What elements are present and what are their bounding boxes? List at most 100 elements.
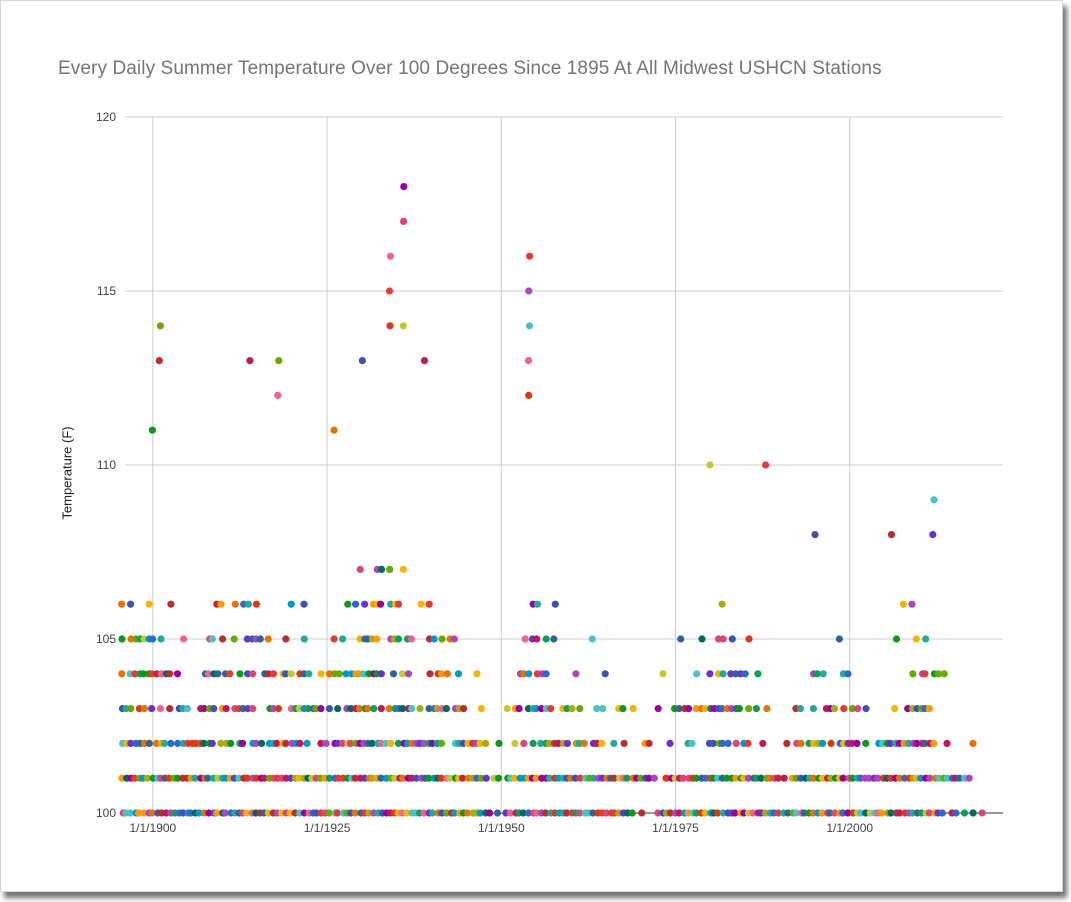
data-point	[217, 600, 225, 608]
data-point	[368, 739, 376, 748]
data-point	[762, 461, 770, 469]
data-point	[774, 809, 782, 817]
data-point	[149, 635, 157, 643]
data-point	[140, 635, 148, 643]
data-point	[333, 809, 341, 817]
data-point	[140, 809, 148, 817]
data-point	[344, 600, 352, 608]
data-point	[629, 705, 637, 713]
data-point	[563, 739, 572, 748]
data-point	[731, 809, 739, 817]
data-point	[389, 670, 398, 678]
data-point	[515, 705, 523, 713]
data-point	[891, 705, 899, 713]
data-point	[394, 635, 403, 643]
data-point	[258, 739, 266, 748]
data-point	[853, 739, 861, 748]
y-tick-label: 110	[97, 458, 116, 472]
data-point	[420, 809, 428, 817]
data-point	[400, 183, 408, 191]
data-point	[848, 705, 856, 713]
data-point	[638, 809, 646, 817]
data-point	[719, 635, 727, 643]
data-point	[412, 774, 420, 782]
data-point	[744, 739, 752, 748]
data-point	[525, 287, 533, 295]
data-point	[385, 287, 394, 295]
data-point	[819, 670, 827, 678]
data-point	[572, 670, 580, 678]
data-point	[204, 670, 212, 678]
data-point	[208, 739, 216, 748]
data-point	[896, 809, 904, 817]
data-point	[628, 809, 636, 817]
data-point	[157, 635, 165, 643]
data-point	[426, 670, 434, 678]
data-point	[830, 705, 839, 713]
data-point	[166, 670, 174, 678]
data-point	[420, 357, 429, 365]
data-point	[913, 739, 921, 748]
data-point	[510, 774, 519, 782]
data-point	[459, 774, 467, 782]
data-point	[127, 739, 135, 748]
data-point	[723, 774, 731, 782]
y-tick-label: 105	[96, 632, 116, 646]
data-point	[274, 391, 282, 399]
data-point	[399, 565, 407, 574]
data-point	[398, 670, 407, 678]
data-point	[813, 670, 821, 678]
data-point	[450, 635, 458, 643]
data-point	[131, 774, 139, 782]
data-point	[437, 670, 446, 678]
data-point	[909, 670, 917, 678]
data-point	[774, 774, 782, 782]
data-point	[351, 809, 359, 817]
data-point	[728, 635, 736, 643]
data-point	[361, 600, 369, 608]
data-point	[269, 705, 277, 713]
data-point	[692, 774, 701, 782]
data-point	[264, 809, 272, 817]
data-point	[370, 705, 378, 713]
data-point	[364, 705, 372, 713]
data-point	[244, 600, 252, 608]
data-point	[542, 809, 550, 817]
data-point	[848, 739, 856, 748]
data-point	[373, 635, 381, 643]
data-point	[346, 739, 355, 748]
y-tick-label: 115	[97, 284, 116, 298]
data-point	[526, 252, 534, 260]
data-point	[239, 739, 247, 748]
data-point	[126, 670, 134, 678]
data-point	[677, 635, 685, 643]
data-point	[754, 670, 762, 678]
data-point	[355, 705, 364, 713]
data-point	[252, 739, 260, 748]
data-point	[938, 809, 947, 817]
data-point	[152, 739, 161, 748]
data-point	[325, 809, 333, 817]
data-point	[610, 739, 618, 748]
data-point	[887, 809, 895, 817]
data-point	[219, 635, 227, 643]
y-tick-labels: 100 105 110 115 120	[96, 110, 116, 820]
data-point	[494, 774, 503, 782]
data-point	[835, 635, 844, 643]
data-point	[330, 426, 338, 434]
data-point	[156, 322, 164, 330]
data-point	[576, 705, 584, 713]
data-point	[783, 739, 791, 748]
data-point	[430, 635, 438, 643]
data-point	[417, 600, 425, 608]
data-point	[796, 705, 805, 713]
data-point	[797, 739, 805, 748]
data-point	[525, 809, 533, 817]
data-point	[442, 705, 450, 713]
data-point	[521, 635, 529, 643]
data-point	[300, 635, 308, 643]
data-point	[464, 809, 472, 817]
data-point	[718, 739, 727, 748]
data-point	[719, 670, 727, 678]
data-point	[780, 774, 788, 782]
